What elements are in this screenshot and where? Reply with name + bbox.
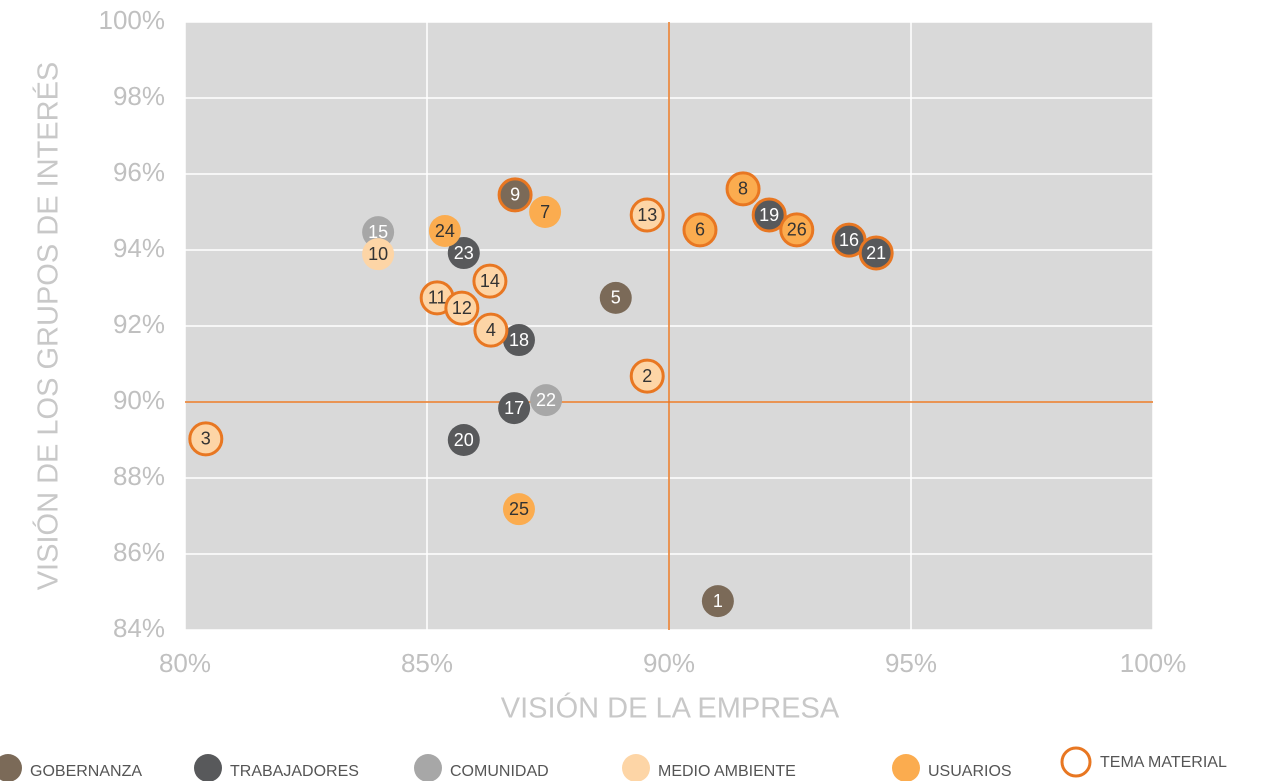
point — [858, 235, 894, 271]
point — [188, 421, 224, 457]
legend-label: COMUNIDAD — [450, 763, 549, 780]
point-label: 23 — [454, 243, 474, 263]
point — [629, 358, 665, 394]
point — [530, 384, 563, 417]
y-tick-label: 86% — [113, 537, 165, 567]
y-tick-label: 84% — [113, 613, 165, 643]
point-label: 7 — [540, 202, 550, 222]
y-tick-label: 96% — [113, 157, 165, 187]
legend-label: TRABAJADORES — [230, 763, 359, 780]
point — [497, 177, 533, 213]
point-label: 3 — [201, 429, 211, 449]
y-axis-title: VISIÓN DE LOS GRUPOS DE INTERÉS — [32, 62, 65, 591]
point — [529, 196, 562, 228]
point-label: 11 — [428, 288, 447, 308]
legend-label: USUARIOS — [928, 763, 1012, 780]
point — [473, 312, 509, 348]
point-label: 10 — [368, 244, 388, 264]
legend-label: GOBERNANZA — [30, 763, 142, 780]
point — [502, 324, 535, 357]
legend-marker — [0, 754, 22, 781]
point — [779, 212, 815, 248]
legend-marker — [1060, 746, 1092, 778]
point-label: 12 — [452, 298, 472, 318]
legend-marker — [414, 754, 442, 781]
point — [599, 281, 632, 314]
y-tick-label: 92% — [113, 309, 165, 339]
point-label: 21 — [866, 243, 886, 263]
point-label: 25 — [509, 499, 529, 519]
point — [498, 392, 531, 425]
point — [751, 197, 787, 233]
point-label: 26 — [787, 220, 807, 240]
point — [447, 237, 480, 270]
y-tick-label: 100% — [99, 5, 166, 35]
point-label: 15 — [368, 222, 388, 242]
y-tick-label: 98% — [113, 81, 165, 111]
point — [725, 171, 761, 207]
point-label: 22 — [536, 390, 556, 410]
x-tick-label: 100% — [1120, 648, 1187, 678]
point-label: 2 — [642, 366, 652, 386]
point-label: 20 — [454, 430, 474, 450]
y-tick-label: 88% — [113, 461, 165, 491]
x-tick-label: 80% — [159, 648, 211, 678]
point — [502, 493, 535, 526]
point — [472, 263, 508, 299]
point-label: 17 — [504, 398, 524, 418]
point-label: 4 — [486, 320, 496, 340]
legend-marker — [194, 754, 222, 781]
point — [447, 424, 480, 456]
point-label: 18 — [509, 330, 529, 350]
point-label: 8 — [738, 179, 748, 199]
legend-marker — [892, 754, 920, 781]
point — [629, 197, 665, 233]
legend-label: MEDIO AMBIENTE — [658, 763, 796, 780]
point-label: 16 — [839, 230, 859, 250]
point — [362, 238, 395, 271]
y-tick-label: 94% — [113, 233, 165, 263]
point-label: 9 — [510, 185, 520, 205]
x-tick-label: 85% — [401, 648, 453, 678]
point-label: 24 — [435, 221, 455, 241]
point-label: 14 — [480, 271, 500, 291]
x-tick-label: 90% — [643, 648, 695, 678]
x-axis-title: VISIÓN DE LA EMPRESA — [501, 692, 840, 725]
legend-label: TEMA MATERIAL — [1100, 754, 1227, 771]
x-tick-label: 95% — [885, 648, 937, 678]
point — [682, 212, 718, 248]
point — [444, 290, 480, 326]
y-tick-label: 90% — [113, 385, 165, 415]
point-label: 19 — [759, 205, 779, 225]
point — [701, 585, 734, 618]
point-label: 6 — [695, 220, 705, 240]
point-label: 13 — [637, 205, 657, 225]
point-label: 1 — [713, 591, 723, 611]
point — [428, 215, 461, 247]
legend-marker — [622, 754, 650, 781]
point — [362, 216, 395, 249]
point-label: 5 — [611, 288, 621, 308]
